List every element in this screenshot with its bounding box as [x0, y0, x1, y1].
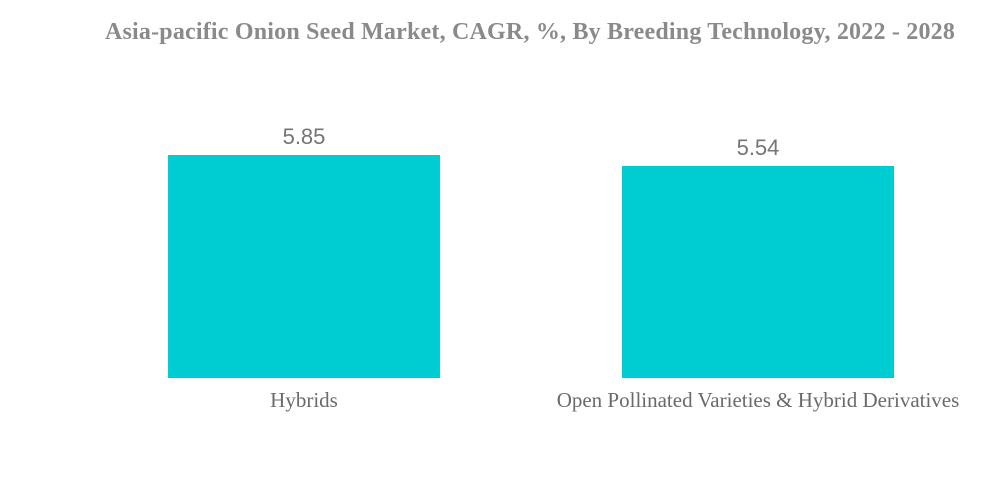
category-label-hybrids: Hybrids	[270, 388, 338, 412]
bar-value-label-open-pollinated-varieties-hybrid-derivatives: 5.54	[736, 135, 780, 160]
chart-title: Asia-pacific Onion Seed Market, CAGR, %,…	[104, 19, 956, 45]
bar-hybrids[interactable]	[168, 155, 440, 378]
bar-open-pollinated-varieties-hybrid-derivatives[interactable]	[622, 166, 894, 378]
bar-value-label-hybrids: 5.85	[282, 124, 326, 149]
category-label-open-pollinated-varieties-hybrid-derivatives: Open Pollinated Varieties & Hybrid Deriv…	[556, 388, 960, 412]
